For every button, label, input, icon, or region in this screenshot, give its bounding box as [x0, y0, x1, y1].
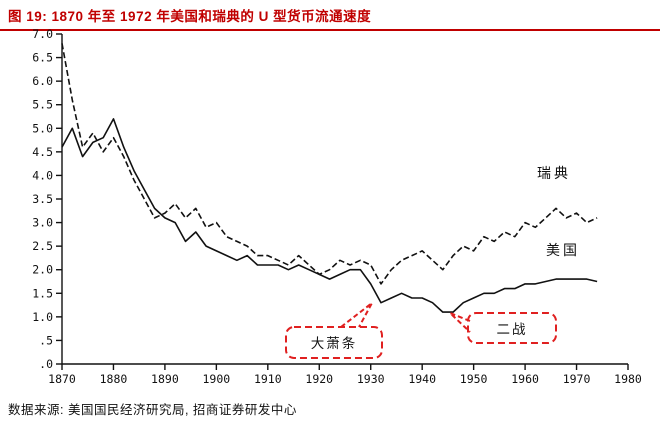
great-depression-pointer-line — [340, 302, 373, 328]
chart-series — [61, 43, 598, 313]
chart-area: .0 .5 1.0 1.5 2.0 2.5 3.0 3.5 4.0 4.5 5.0 5.5 6.0 6.5… — [0, 26, 660, 392]
x-tick-label: 1870 — [48, 372, 76, 386]
y-tick-label: 2.5 — [32, 239, 53, 253]
y-tick-label: 4.5 — [32, 145, 53, 159]
x-tick-label: 1950 — [460, 372, 488, 386]
chart-axes: .0 .5 1.0 1.5 2.0 2.5 3.0 3.5 4.0 4.5 5.0 5.5 6.0 6.5… — [32, 27, 642, 386]
y-tick-label: .5 — [39, 333, 53, 347]
x-tick-label: 1880 — [100, 372, 128, 386]
x-tick-label: 1910 — [254, 372, 282, 386]
source-note: 数据来源: 美国国民经济研究局, 招商证券研发中心 — [8, 403, 297, 417]
figure-title: 图 19: 1870 年至 1972 年美国和瑞典的 U 型货币流通速度 — [8, 9, 372, 24]
x-tick-label: 1980 — [614, 372, 642, 386]
y-tick-label: 6.5 — [32, 51, 53, 65]
y-tick-label: 4.0 — [32, 168, 53, 182]
x-tick-label: 1940 — [408, 372, 436, 386]
series-line-sweden — [61, 43, 598, 285]
usa-series-label: 美国 — [546, 242, 580, 258]
y-tick-label: 6.0 — [32, 74, 53, 88]
y-tick-label: 3.5 — [32, 192, 53, 206]
y-tick-label: .0 — [39, 357, 53, 371]
y-tick-label: 1.0 — [32, 310, 53, 324]
great-depression-callout-box — [285, 326, 383, 359]
y-tick-label: 3.0 — [32, 216, 53, 230]
wwii-label: 二战 — [497, 322, 528, 337]
x-tick-label: 1930 — [357, 372, 385, 386]
series-line-usa — [61, 118, 598, 313]
figure-header: 图 19: 1870 年至 1972 年美国和瑞典的 U 型货币流通速度 — [0, 0, 660, 31]
sweden-series-label: 瑞典 — [537, 165, 571, 181]
y-tick-label: 5.0 — [32, 121, 53, 135]
y-tick-label: 7.0 — [32, 27, 53, 41]
x-tick-label: 1960 — [511, 372, 539, 386]
great-depression-label: 大萧条 — [311, 335, 358, 351]
x-tick-label: 1970 — [563, 372, 591, 386]
y-tick-label: 2.0 — [32, 263, 53, 277]
wwii-callout-box — [467, 312, 557, 344]
x-tick-label: 1890 — [151, 372, 179, 386]
y-tick-label: 1.5 — [32, 286, 53, 300]
y-tick-label: 5.5 — [32, 98, 53, 112]
x-tick-label: 1900 — [203, 372, 231, 386]
chart-annotations: 大萧条 二战 — [285, 302, 557, 359]
velocity-line-chart: .0 .5 1.0 1.5 2.0 2.5 3.0 3.5 4.0 4.5 5.0 5.5 6.0 6.5… — [32, 27, 642, 386]
x-tick-label: 1920 — [305, 372, 333, 386]
